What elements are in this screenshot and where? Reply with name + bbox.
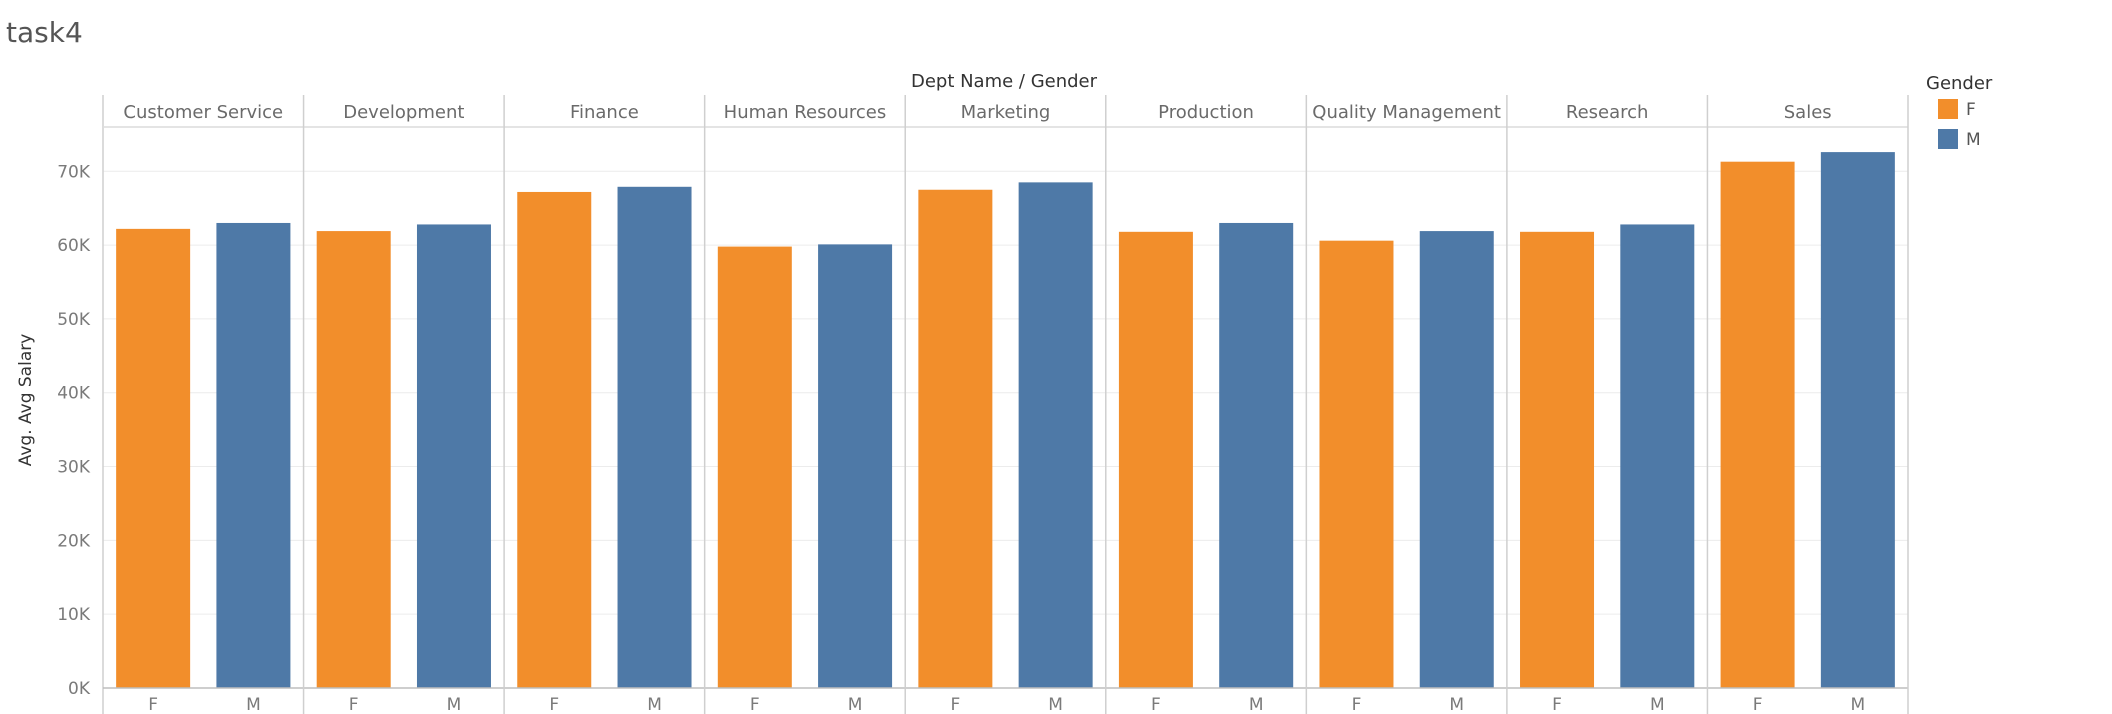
bar-m[interactable]	[1820, 152, 1895, 689]
y-tick-label: 70K	[57, 162, 91, 182]
bar-m[interactable]	[1620, 224, 1695, 689]
bar-f[interactable]	[517, 191, 592, 689]
legend-swatch-f[interactable]	[1938, 99, 1958, 119]
bar-m[interactable]	[216, 222, 291, 689]
x-tick-label: M	[1851, 695, 1866, 714]
bar-m[interactable]	[1219, 222, 1294, 689]
bar-m[interactable]	[1419, 231, 1494, 688]
x-tick-label: M	[1048, 695, 1063, 714]
bar-f[interactable]	[316, 231, 391, 688]
x-tick-label: M	[1249, 695, 1264, 714]
pane-label: Production	[1158, 102, 1254, 123]
pane-frame	[102, 95, 1909, 714]
x-tick-label: F	[950, 695, 960, 714]
pane-label: Quality Management	[1312, 102, 1501, 123]
y-tick-label: 50K	[57, 310, 91, 330]
bars	[116, 152, 1895, 689]
bar-m[interactable]	[818, 244, 893, 688]
x-tick-label: F	[1352, 695, 1362, 714]
x-tick-label: M	[848, 695, 863, 714]
x-tick-label: M	[246, 695, 261, 714]
y-tick-label: 10K	[57, 605, 91, 625]
y-axis-title: Avg. Avg Salary	[16, 334, 36, 467]
x-tick-label: M	[1650, 695, 1665, 714]
legend-label: M	[1966, 130, 1981, 150]
gridlines	[103, 170, 1908, 615]
axis-labels: 0K 10K 20K 30K 40K 50K 60K 70K Customer Service F…	[57, 102, 1865, 714]
bar-f[interactable]	[116, 228, 191, 688]
pane-label: Development	[343, 102, 464, 123]
x-tick-label: F	[1151, 695, 1161, 714]
sheet-title: task4	[6, 16, 83, 49]
pane-label: Sales	[1784, 102, 1832, 123]
bar-f[interactable]	[1720, 161, 1795, 688]
pane-label: Finance	[570, 102, 639, 123]
x-tick-label: F	[148, 695, 158, 714]
legend-swatch-m[interactable]	[1938, 129, 1958, 149]
bar-f[interactable]	[1520, 231, 1595, 688]
bar-f[interactable]	[717, 246, 792, 688]
x-tick-label: F	[1552, 695, 1562, 714]
legend[interactable]: Gender FM	[1926, 73, 1993, 150]
x-tick-label: M	[647, 695, 662, 714]
pane-label: Human Resources	[724, 102, 887, 123]
x-tick-label: F	[549, 695, 559, 714]
legend-title: Gender	[1926, 73, 1993, 94]
pane-label: Marketing	[961, 102, 1051, 123]
pane-label: Research	[1566, 102, 1649, 123]
x-tick-label: M	[1449, 695, 1464, 714]
bar-f[interactable]	[918, 189, 993, 689]
legend-label: F	[1966, 100, 1976, 120]
bar-m[interactable]	[416, 224, 491, 689]
x-tick-label: F	[1753, 695, 1763, 714]
y-tick-label: 0K	[68, 679, 91, 699]
y-tick-label: 60K	[57, 236, 91, 256]
bar-f[interactable]	[1319, 240, 1394, 688]
y-tick-label: 40K	[57, 384, 91, 404]
bar-f[interactable]	[1118, 231, 1193, 688]
pane-label: Customer Service	[123, 102, 283, 123]
column-header-title: Dept Name / Gender	[911, 71, 1098, 92]
x-tick-label: F	[349, 695, 359, 714]
y-tick-label: 20K	[57, 531, 91, 551]
y-tick-label: 30K	[57, 458, 91, 478]
x-tick-label: M	[447, 695, 462, 714]
bar-m[interactable]	[1018, 182, 1093, 688]
x-tick-label: F	[750, 695, 760, 714]
bar-m[interactable]	[617, 186, 692, 689]
